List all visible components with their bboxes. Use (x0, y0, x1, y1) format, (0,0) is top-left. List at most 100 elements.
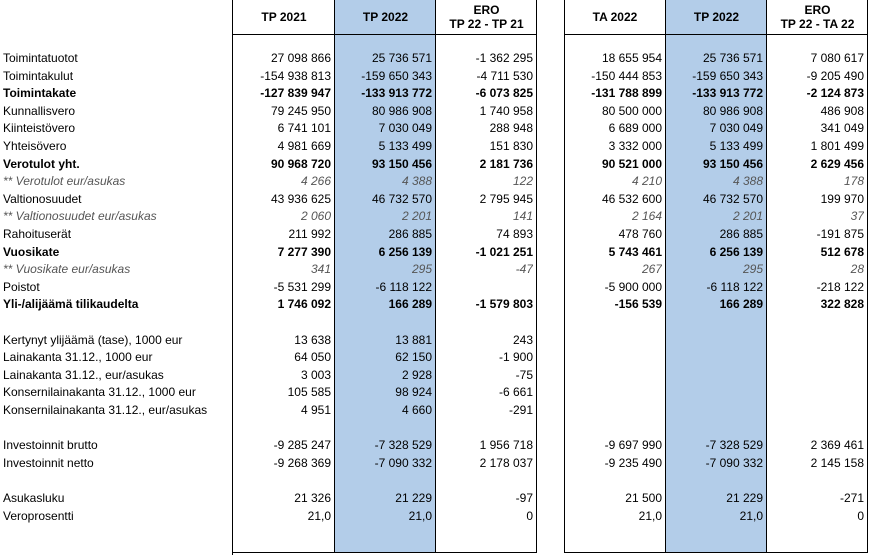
row-label: Toimintatuotot (3, 51, 78, 65)
table-row: Poistot -5 531 299 -6 118 122 -5 900 000 -6 … (0, 279, 869, 297)
value-cell: -75 (515, 367, 533, 382)
table-row: Valtionosuudet 43 936 625 46 732 570 2 795 … (0, 191, 869, 209)
value-cell: 0 (526, 508, 533, 523)
value-cell: 21 229 (395, 491, 432, 505)
value-cell (767, 367, 864, 385)
table-row: Toimintakulut -154 938 813 -159 650 343 -4 … (0, 68, 869, 86)
header-ero-sub: TP 22 - TP 21 (449, 17, 524, 31)
row-label: Kertynyt ylijäämä (tase), 1000 eur (3, 332, 183, 347)
value-cell: -159 650 343 (361, 68, 432, 83)
value-cell: 199 970 (820, 191, 864, 206)
value-cell: 295 (742, 262, 763, 277)
table-row: Lainakanta 31.12., 1000 eur 64 050 62 150 -… (0, 349, 869, 367)
row-label: Kunnallisvero (3, 103, 76, 118)
value-cell: 90 968 720 (270, 156, 331, 171)
value-cell: -7 328 529 (705, 438, 763, 453)
value-cell: 4 981 669 (277, 139, 331, 153)
value-cell (666, 367, 763, 385)
row-label: Kiinteistövero (3, 121, 76, 136)
row-label: Investoinnit netto (3, 455, 94, 470)
value-cell (666, 472, 763, 490)
row-label: Konsernilainakanta 31.12., eur/asukas (3, 403, 208, 417)
row-label (3, 420, 229, 438)
row-label: Rahoituserät (3, 227, 72, 241)
table-row: Rahoituserät 211 992 286 885 74 893 478 760 2… (0, 226, 869, 244)
value-cell: 46 732 570 (371, 191, 432, 206)
value-cell: 93 150 456 (371, 156, 432, 171)
value-cell: 79 245 950 (270, 103, 331, 118)
value-cell (564, 349, 662, 367)
value-cell (666, 420, 763, 438)
value-cell: 21,0 (307, 508, 331, 523)
row-label: ** Vuosikate eur/asukas (3, 262, 131, 277)
value-cell: 2 145 158 (810, 455, 864, 470)
value-cell: -97 (515, 491, 533, 505)
value-cell: -271 (839, 491, 864, 505)
table-row: Asukasluku 21 326 21 229 -97 21 500 21 229 -27… (0, 490, 869, 508)
value-cell: 25 736 571 (702, 51, 763, 65)
value-cell: 13 881 (395, 332, 432, 347)
value-cell: 2 795 945 (479, 191, 533, 206)
value-cell: 5 133 499 (378, 139, 432, 153)
table-row (0, 314, 869, 332)
value-cell: -133 913 772 (692, 86, 763, 101)
row-label: Poistot (3, 279, 40, 294)
row-label: Valtionosuudet (3, 191, 82, 206)
value-cell (767, 472, 864, 490)
value-cell: 2 201 (401, 209, 432, 224)
value-cell: 6 256 139 (378, 244, 432, 259)
value-cell (666, 402, 763, 420)
column-ero1 (436, 0, 537, 553)
table-row: Investoinnit brutto -9 285 247 -7 328 529 1… (0, 437, 869, 455)
value-cell: 2 201 (732, 209, 763, 224)
value-cell: -7 090 332 (705, 455, 763, 470)
header-ero-tp22-ta22: ERO TP 22 - TA 22 (767, 0, 868, 35)
value-cell: 80 986 908 (702, 103, 763, 118)
value-cell: 105 585 (287, 385, 331, 400)
value-cell: 4 266 (300, 174, 331, 189)
header-ero-label: ERO (473, 3, 500, 17)
value-cell: 98 924 (395, 385, 432, 400)
value-cell: 341 (310, 262, 331, 277)
value-cell (564, 332, 662, 350)
value-cell: -4 711 530 (476, 68, 534, 83)
value-cell: -1 021 251 (475, 244, 533, 259)
value-cell: -9 285 247 (273, 438, 331, 453)
value-cell: 166 289 (388, 297, 432, 312)
row-label: Veroprosentti (3, 508, 74, 523)
table-row: Kiinteistövero 6 741 101 7 030 049 288 948 6… (0, 120, 869, 138)
value-cell: -6 118 122 (706, 279, 764, 294)
table-row: ** Verotulot eur/asukas 4 266 4 388 122 4 21… (0, 173, 869, 191)
value-cell: 7 030 049 (709, 121, 763, 136)
value-cell: 27 098 866 (270, 51, 331, 65)
value-cell: 21 229 (726, 491, 763, 505)
table-row: Vuosikate 7 277 390 6 256 139 -1 021 251 5 7… (0, 244, 869, 262)
value-cell: -1 362 295 (475, 51, 533, 65)
value-cell: 64 050 (294, 350, 331, 365)
value-cell: 6 741 101 (277, 121, 331, 136)
column-tp2022-highlight (335, 0, 436, 553)
value-cell: 486 908 (820, 103, 864, 118)
value-cell: 21 326 (294, 491, 331, 505)
table-row: Kertynyt ylijäämä (tase), 1000 eur 13 638… (0, 332, 869, 350)
row-label: Lainakanta 31.12., 1000 eur (3, 350, 153, 365)
row-label (3, 314, 229, 332)
value-cell: 5 743 461 (608, 244, 662, 259)
table-row: Konsernilainakanta 31.12., eur/asukas 4 9… (0, 402, 869, 420)
value-cell: 3 003 (300, 367, 331, 382)
value-cell: -127 839 947 (260, 86, 331, 101)
header-ero-tp22-tp21: ERO TP 22 - TP 21 (436, 0, 537, 35)
value-cell: -7 328 529 (374, 438, 432, 453)
value-cell: -6 118 122 (375, 279, 433, 294)
value-cell (436, 279, 533, 297)
value-cell: 37 (850, 209, 864, 224)
value-cell: 13 638 (294, 332, 331, 347)
value-cell: 74 893 (496, 227, 533, 241)
value-cell: 1 746 092 (277, 297, 331, 312)
value-cell (335, 420, 432, 438)
value-cell (564, 420, 662, 438)
value-cell: 43 936 625 (270, 191, 331, 206)
value-cell: 46 532 600 (601, 191, 662, 206)
value-cell: 4 388 (401, 174, 432, 189)
row-label: Investoinnit brutto (3, 438, 98, 453)
